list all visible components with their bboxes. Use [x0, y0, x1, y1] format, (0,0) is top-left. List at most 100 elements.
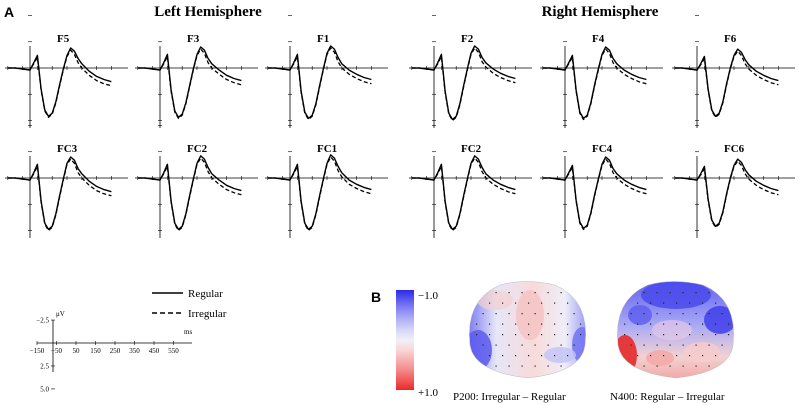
electrode-dot [515, 323, 517, 325]
electrode-dot [728, 323, 730, 325]
electrode-dot [663, 334, 665, 336]
electrode-dot [708, 313, 710, 315]
series-regular-line [542, 46, 647, 120]
series-irregular-line [137, 48, 242, 120]
electrode-dot [547, 365, 549, 367]
electrode-dot [643, 313, 645, 315]
series-irregular-line [411, 157, 516, 232]
electrode-dot [676, 323, 678, 325]
series-irregular-line [674, 160, 779, 228]
series-irregular-line [542, 158, 647, 231]
electrode-label: FC1 [317, 143, 337, 155]
electrode-dot [637, 302, 639, 304]
erp-panels: F5 F3 F1 F2 F4 F6 FC3 FC2 FC1 FC2 FC4 FC6 [5, 15, 795, 238]
electrode-label: F1 [317, 33, 329, 45]
electrode-dot [676, 355, 678, 357]
series-regular-line [137, 46, 242, 118]
electrode-dot [580, 323, 582, 325]
electrode-panel-fc2: FC2 [135, 125, 258, 238]
electrode-dot [695, 292, 697, 294]
legend-irregular-label: Irregular [188, 308, 227, 320]
electrode-dot [489, 323, 491, 325]
scale-x-tick-label: 50 [73, 347, 81, 355]
electrode-label: FC2 [461, 143, 482, 155]
electrode-dot [689, 323, 691, 325]
electrode-dot [508, 344, 510, 346]
electrode-dot [669, 365, 671, 367]
electrode-label: F3 [187, 33, 200, 45]
electrode-dot [676, 302, 678, 304]
electrode-dot [656, 344, 658, 346]
electrode-dot [643, 344, 645, 346]
electrode-dot [630, 344, 632, 346]
electrode-dot [715, 323, 717, 325]
electrode-label: FC2 [187, 143, 208, 155]
electrode-label: FC3 [57, 143, 78, 155]
electrode-dot [495, 313, 497, 315]
electrode-dot [702, 302, 704, 304]
electrode-dot [663, 355, 665, 357]
electrode-dot [695, 344, 697, 346]
electrode-dot [521, 365, 523, 367]
electrode-panel-f5: F5 [5, 15, 128, 128]
electrode-dot [534, 344, 536, 346]
electrode-dot [728, 334, 730, 336]
electrode-dot [650, 302, 652, 304]
electrode-dot [656, 292, 658, 294]
topomap-p200-caption: P200: Irregular – Regular [453, 391, 566, 403]
colorbar-bottom-label: +1.0 [418, 387, 438, 399]
electrode-panel-f4: F4 [540, 15, 663, 128]
series-regular-line [411, 155, 516, 231]
series-irregular-line [7, 49, 112, 118]
electrode-dot [482, 313, 484, 315]
legend: Regular Irregular [152, 288, 227, 320]
electrode-dot [528, 355, 530, 357]
electrode-dot [515, 355, 517, 357]
electrode-dot [708, 292, 710, 294]
electrode-dot [682, 313, 684, 315]
scale-y-unit: μV [56, 310, 65, 318]
electrode-dot [541, 355, 543, 357]
electrode-dot [541, 323, 543, 325]
electrode-dot [682, 344, 684, 346]
electrode-panel-f2: F2 [409, 15, 532, 128]
electrode-dot [715, 334, 717, 336]
electrode-dot [508, 313, 510, 315]
electrode-label: FC6 [724, 143, 745, 155]
topomap-n400: N400: Regular – Irregular [610, 281, 734, 403]
electrode-dot [476, 334, 478, 336]
series-irregular-line [7, 158, 112, 232]
electrode-dot [495, 344, 497, 346]
electrode-dot [515, 302, 517, 304]
electrode-dot [495, 292, 497, 294]
electrode-dot [676, 334, 678, 336]
topomap-n400-caption: N400: Regular – Irregular [610, 391, 725, 403]
electrode-dot [528, 334, 530, 336]
electrode-dot [643, 365, 645, 367]
scale-x-tick-label: 550 [168, 347, 179, 355]
electrode-dot [689, 334, 691, 336]
electrode-dot [721, 344, 723, 346]
electrode-dot [637, 323, 639, 325]
electrode-dot [502, 334, 504, 336]
electrode-dot [663, 302, 665, 304]
series-regular-line [7, 47, 112, 117]
electrode-dot [554, 334, 556, 336]
legend-regular-label: Regular [188, 288, 223, 300]
electrode-dot [721, 313, 723, 315]
electrode-dot [554, 302, 556, 304]
electrode-dot [502, 323, 504, 325]
electrode-panel-fc6: FC6 [672, 125, 795, 238]
electrode-dot [567, 323, 569, 325]
electrode-dot [502, 355, 504, 357]
topomap-p200: P200: Irregular – Regular [453, 281, 586, 403]
electrode-dot [708, 365, 710, 367]
series-regular-line [267, 154, 372, 231]
electrode-dot [521, 313, 523, 315]
series-irregular-line [542, 48, 647, 121]
electrode-dot [489, 302, 491, 304]
electrode-dot [650, 334, 652, 336]
scale-x-tick-label: 350 [129, 347, 140, 355]
electrode-label: F2 [461, 33, 474, 45]
electrode-dot [560, 344, 562, 346]
